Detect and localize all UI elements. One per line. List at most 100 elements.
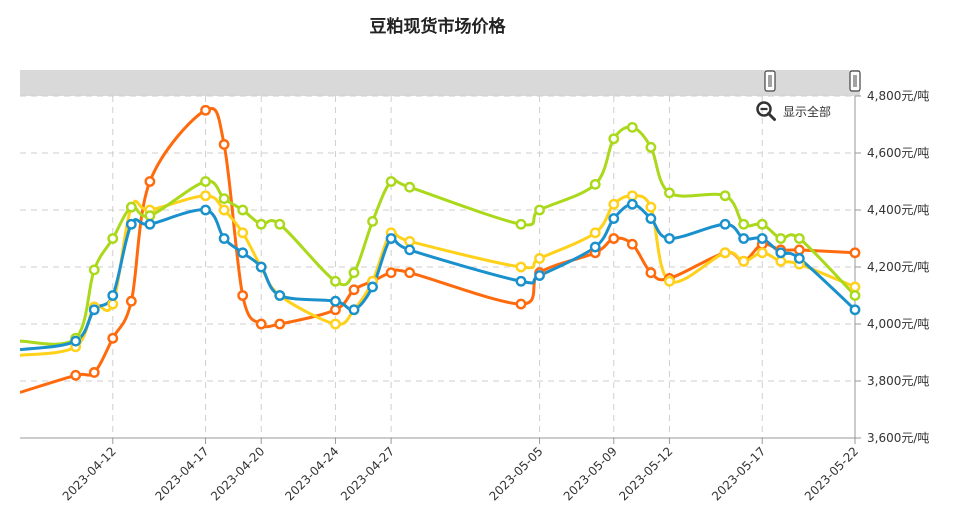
data-point[interactable] bbox=[664, 275, 675, 287]
range-selector[interactable] bbox=[20, 70, 861, 96]
data-point[interactable] bbox=[738, 233, 750, 244]
data-point[interactable] bbox=[404, 244, 416, 256]
x-tick-label: 2023-04-27 bbox=[338, 444, 397, 503]
data-point[interactable] bbox=[88, 304, 100, 316]
data-point[interactable] bbox=[719, 190, 731, 202]
data-point[interactable] bbox=[404, 267, 416, 279]
data-point[interactable] bbox=[793, 244, 805, 256]
data-point[interactable] bbox=[218, 233, 230, 244]
data-point[interactable] bbox=[664, 187, 675, 199]
data-point[interactable] bbox=[274, 218, 286, 230]
data-point[interactable] bbox=[738, 255, 750, 267]
data-point[interactable] bbox=[775, 255, 787, 267]
data-point[interactable] bbox=[664, 233, 675, 244]
data-point[interactable] bbox=[200, 176, 211, 187]
data-point[interactable] bbox=[626, 190, 638, 202]
data-point[interactable] bbox=[237, 204, 249, 216]
data-point[interactable] bbox=[534, 253, 545, 264]
data-point[interactable] bbox=[589, 227, 601, 239]
data-point[interactable] bbox=[626, 198, 638, 210]
data-point[interactable] bbox=[404, 181, 416, 193]
data-point[interactable] bbox=[534, 270, 545, 281]
data-point[interactable] bbox=[793, 233, 805, 244]
data-point[interactable] bbox=[515, 261, 527, 273]
data-point[interactable] bbox=[589, 178, 601, 190]
data-point[interactable] bbox=[515, 275, 527, 287]
data-point[interactable] bbox=[385, 233, 397, 244]
data-point[interactable] bbox=[608, 198, 620, 210]
data-point[interactable] bbox=[348, 304, 360, 316]
data-point[interactable] bbox=[738, 218, 750, 230]
data-point[interactable] bbox=[645, 141, 657, 153]
data-point[interactable] bbox=[107, 290, 119, 301]
range-handle-left[interactable] bbox=[764, 70, 776, 92]
data-point[interactable] bbox=[775, 233, 787, 244]
data-point[interactable] bbox=[756, 218, 768, 230]
show-all-button[interactable]: 显示全部 bbox=[755, 100, 831, 122]
data-point[interactable] bbox=[645, 213, 657, 224]
data-point[interactable] bbox=[274, 318, 286, 330]
data-point[interactable] bbox=[793, 253, 805, 264]
data-point[interactable] bbox=[534, 204, 545, 216]
data-point[interactable] bbox=[608, 213, 620, 224]
data-point[interactable] bbox=[515, 218, 527, 230]
data-point[interactable] bbox=[70, 335, 82, 347]
data-point[interactable] bbox=[237, 227, 249, 239]
data-point[interactable] bbox=[70, 369, 82, 381]
data-point[interactable] bbox=[404, 235, 416, 247]
data-point[interactable] bbox=[255, 318, 267, 330]
data-point[interactable] bbox=[849, 247, 861, 259]
data-point[interactable] bbox=[348, 267, 360, 279]
data-point[interactable] bbox=[626, 121, 638, 133]
data-point[interactable] bbox=[589, 241, 601, 253]
data-point[interactable] bbox=[330, 275, 341, 287]
data-point[interactable] bbox=[200, 204, 211, 216]
data-point[interactable] bbox=[200, 190, 211, 202]
data-point[interactable] bbox=[385, 176, 397, 187]
data-point[interactable] bbox=[107, 332, 119, 344]
data-point[interactable] bbox=[608, 233, 620, 244]
data-point[interactable] bbox=[125, 201, 137, 213]
data-point[interactable] bbox=[255, 218, 267, 230]
data-point[interactable] bbox=[144, 218, 156, 230]
data-point[interactable] bbox=[107, 298, 119, 310]
data-point[interactable] bbox=[756, 233, 768, 244]
data-point[interactable] bbox=[719, 247, 731, 259]
data-point[interactable] bbox=[385, 267, 397, 279]
data-point[interactable] bbox=[348, 284, 360, 296]
range-handle-right[interactable] bbox=[849, 70, 861, 92]
data-point[interactable] bbox=[775, 247, 787, 259]
data-point[interactable] bbox=[125, 218, 137, 230]
data-point[interactable] bbox=[107, 233, 119, 244]
data-point[interactable] bbox=[330, 304, 341, 316]
data-point[interactable] bbox=[626, 238, 638, 250]
data-point[interactable] bbox=[719, 218, 731, 230]
data-point[interactable] bbox=[367, 215, 378, 227]
data-point[interactable] bbox=[515, 298, 527, 310]
data-point[interactable] bbox=[218, 204, 230, 216]
data-point[interactable] bbox=[144, 210, 156, 222]
data-point[interactable] bbox=[200, 104, 211, 116]
data-point[interactable] bbox=[608, 133, 620, 145]
data-point[interactable] bbox=[849, 304, 861, 316]
data-point[interactable] bbox=[849, 290, 861, 301]
data-point[interactable] bbox=[330, 295, 341, 307]
x-tick-label: 2023-05-09 bbox=[561, 444, 620, 503]
data-point[interactable] bbox=[144, 176, 156, 187]
data-point[interactable] bbox=[645, 267, 657, 279]
data-point[interactable] bbox=[367, 281, 378, 293]
data-point[interactable] bbox=[218, 139, 230, 150]
data-point[interactable] bbox=[330, 318, 341, 330]
data-point[interactable] bbox=[274, 290, 286, 301]
data-point[interactable] bbox=[125, 295, 137, 307]
data-point[interactable] bbox=[88, 367, 100, 378]
data-point[interactable] bbox=[645, 201, 657, 213]
data-point[interactable] bbox=[237, 290, 249, 301]
data-point[interactable] bbox=[88, 264, 100, 276]
y-tick-label: 4,200元/吨 bbox=[867, 260, 929, 274]
data-point[interactable] bbox=[849, 281, 861, 293]
data-point[interactable] bbox=[237, 247, 249, 259]
data-point[interactable] bbox=[255, 261, 267, 273]
data-point[interactable] bbox=[218, 193, 230, 205]
data-point[interactable] bbox=[756, 247, 768, 259]
